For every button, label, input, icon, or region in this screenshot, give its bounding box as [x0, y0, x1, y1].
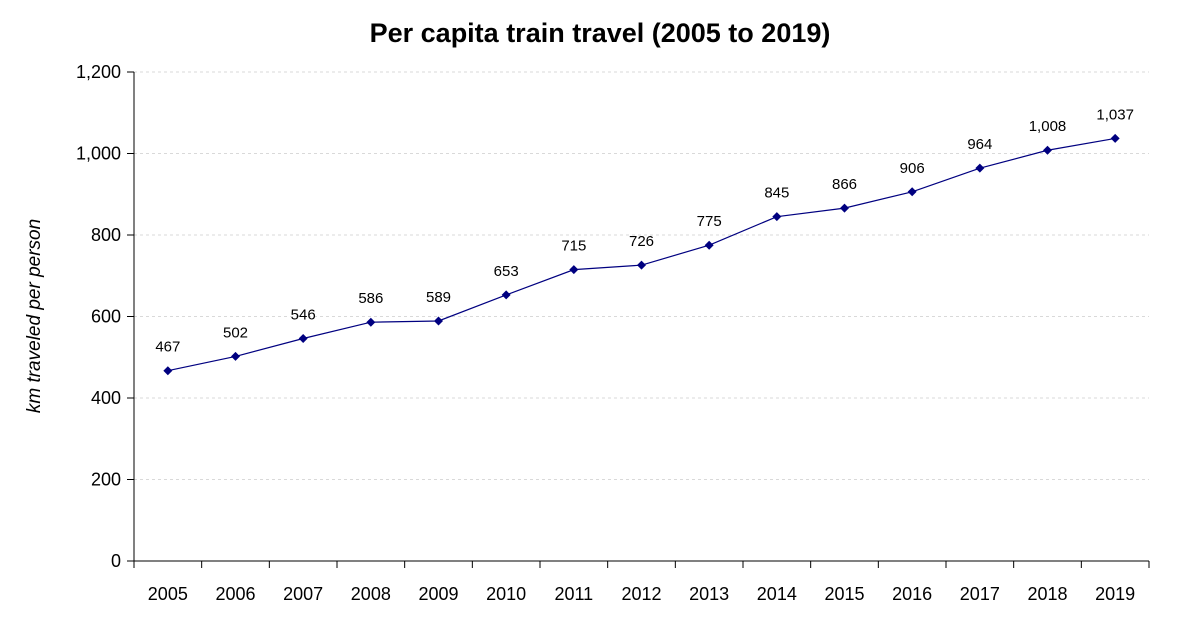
axes: 0 200 400 600 800 1,000 1,200 2005 2006 2007 2008 2… [76, 62, 1150, 604]
x-tick-label: 2007 [283, 584, 323, 604]
data-label: 866 [832, 176, 857, 193]
y-tick-label: 0 [111, 551, 121, 571]
x-tick-label: 2016 [892, 584, 932, 604]
data-point [366, 317, 376, 327]
x-tick-label: 2008 [351, 584, 391, 604]
data-label: 906 [900, 160, 925, 177]
series [163, 133, 1120, 376]
x-tick-label: 2017 [960, 584, 1000, 604]
data-label: 586 [358, 290, 383, 307]
y-tick-label: 600 [91, 307, 121, 327]
x-tick-label: 2010 [486, 584, 526, 604]
data-labels: 467 502 546 586 589 653 715 726 775 845 866 906 964 1… [155, 106, 1134, 355]
data-label: 589 [426, 289, 451, 306]
data-point [501, 290, 511, 300]
data-label: 845 [764, 185, 789, 202]
x-tick-label: 2006 [215, 584, 255, 604]
data-point [298, 334, 308, 344]
x-tick-label: 2018 [1027, 584, 1067, 604]
gridlines [134, 71, 1149, 480]
data-label: 653 [494, 263, 519, 280]
data-label: 1,037 [1096, 106, 1134, 123]
y-axis-title: km traveled per person [24, 219, 45, 413]
data-point [975, 163, 985, 173]
data-label: 715 [561, 238, 586, 255]
chart-title: Per capita train travel (2005 to 2019) [370, 18, 831, 48]
data-point [569, 265, 579, 275]
data-point [231, 351, 240, 361]
y-tick-label: 400 [91, 388, 121, 408]
x-tick-label: 2019 [1095, 584, 1135, 604]
x-tick-label: 2005 [148, 584, 188, 604]
data-point [637, 260, 646, 270]
data-label: 1,008 [1029, 118, 1067, 135]
data-point [704, 240, 714, 250]
y-tick-label: 1,200 [76, 62, 121, 82]
y-tick-label: 800 [91, 225, 121, 245]
data-point [907, 187, 917, 197]
x-tick-label: 2015 [824, 584, 864, 604]
series-line [167, 137, 1116, 372]
data-label: 546 [291, 307, 316, 324]
data-point [1110, 133, 1120, 143]
data-point [163, 366, 173, 376]
x-tick-label: 2013 [689, 584, 729, 604]
data-label: 502 [223, 324, 248, 341]
data-label: 775 [697, 213, 722, 230]
y-tick-label: 1,000 [76, 144, 121, 164]
data-label: 964 [967, 136, 992, 153]
x-tick-label: 2014 [757, 584, 797, 604]
data-label: 467 [155, 339, 180, 356]
data-point [772, 212, 782, 222]
x-tick-label: 2011 [554, 584, 593, 604]
x-tick-label: 2012 [621, 584, 661, 604]
data-point [434, 316, 443, 326]
data-point [1043, 145, 1052, 155]
data-label: 726 [629, 233, 654, 250]
x-tick-label: 2009 [418, 584, 458, 604]
y-tick-label: 200 [91, 470, 121, 490]
data-point [840, 203, 849, 213]
